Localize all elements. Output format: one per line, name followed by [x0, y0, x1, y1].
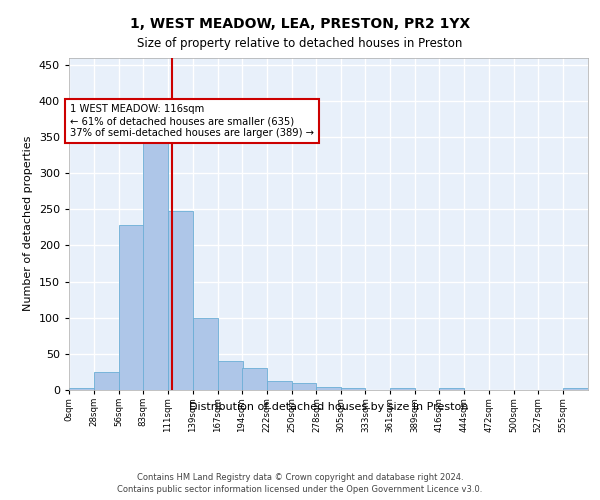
Bar: [316, 387, 341, 390]
Bar: [439, 388, 464, 390]
Bar: [266, 380, 292, 390]
Bar: [94, 372, 119, 390]
Y-axis label: Number of detached properties: Number of detached properties: [23, 136, 33, 312]
Bar: [341, 388, 365, 390]
Bar: [193, 318, 218, 390]
Bar: [391, 388, 415, 390]
Bar: [119, 225, 144, 390]
Text: Contains public sector information licensed under the Open Government Licence v3: Contains public sector information licen…: [118, 485, 482, 494]
Bar: [69, 388, 94, 390]
Text: Size of property relative to detached houses in Preston: Size of property relative to detached ho…: [137, 38, 463, 51]
Bar: [563, 388, 588, 390]
Text: Distribution of detached houses by size in Preston: Distribution of detached houses by size …: [189, 402, 469, 412]
Text: Contains HM Land Registry data © Crown copyright and database right 2024.: Contains HM Land Registry data © Crown c…: [137, 472, 463, 482]
Bar: [218, 361, 242, 390]
Bar: [292, 383, 316, 390]
Bar: [168, 212, 193, 390]
Bar: [242, 368, 266, 390]
Text: 1, WEST MEADOW, LEA, PRESTON, PR2 1YX: 1, WEST MEADOW, LEA, PRESTON, PR2 1YX: [130, 18, 470, 32]
Text: 1 WEST MEADOW: 116sqm
← 61% of detached houses are smaller (635)
37% of semi-det: 1 WEST MEADOW: 116sqm ← 61% of detached …: [70, 104, 314, 138]
Bar: [143, 139, 168, 390]
